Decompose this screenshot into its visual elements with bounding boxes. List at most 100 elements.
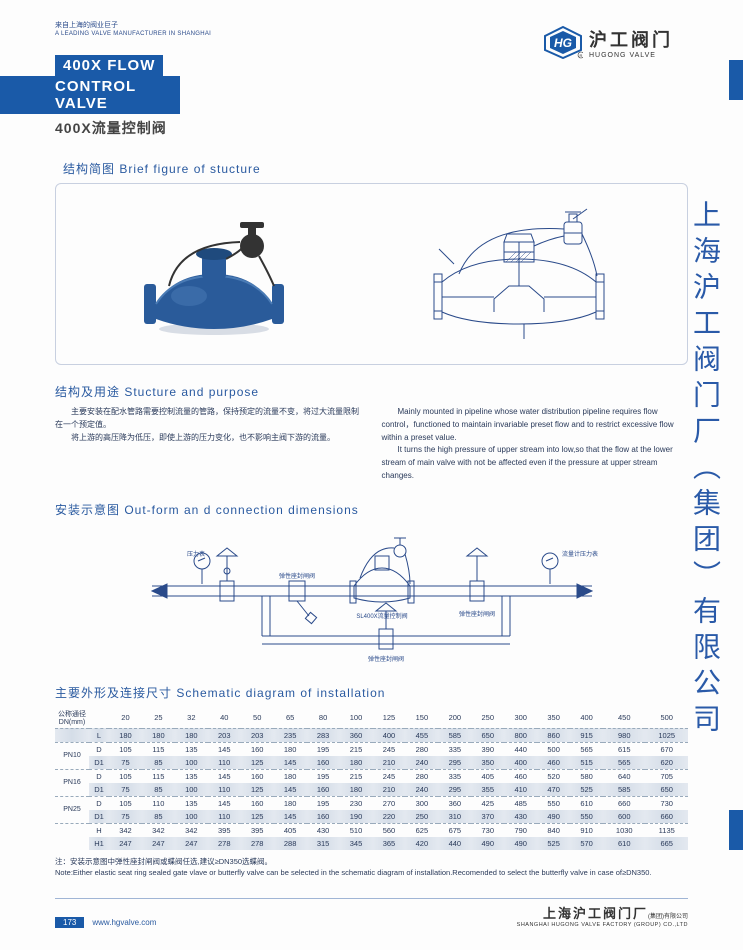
section-outform-title: 安装示意图 Out-form an d connection dimension… xyxy=(55,501,688,518)
section-brief-title: 结构简图 Brief figure of stucture xyxy=(63,160,688,177)
dim-value: 85 xyxy=(142,810,175,824)
dim-value: 460 xyxy=(504,769,537,783)
logo-en-text: HUGONG VALVE xyxy=(589,52,673,59)
dim-value: 840 xyxy=(537,823,570,837)
pn-label: PN25 xyxy=(55,796,89,823)
dim-value: 160 xyxy=(241,742,274,756)
dim-value: 490 xyxy=(504,837,537,850)
dim-value: 800 xyxy=(504,728,537,742)
dim-value: 520 xyxy=(537,769,570,783)
dim-value: 610 xyxy=(603,837,645,850)
dim-value: 135 xyxy=(175,742,208,756)
dim-value: 247 xyxy=(142,837,175,850)
dim-value: 400 xyxy=(373,728,406,742)
dim-value: 460 xyxy=(537,756,570,770)
dim-value: 180 xyxy=(274,796,307,810)
svg-text:弹性座封闸阀: 弹性座封闸阀 xyxy=(278,572,314,580)
subtitle-cn: 来自上海的阀业巨子 xyxy=(55,20,211,30)
footer-company-en: SHANGHAI HUGONG VALVE FACTORY (GROUP) CO… xyxy=(517,922,688,928)
footer-company-cn: 上海沪工阀门厂 xyxy=(543,906,648,921)
dim-value: 215 xyxy=(340,742,373,756)
dim-value: 430 xyxy=(307,823,340,837)
dim-value: 440 xyxy=(438,837,471,850)
title-line1: 400X FLOW xyxy=(55,55,163,76)
dim-value: 180 xyxy=(340,783,373,797)
dim-value: 110 xyxy=(208,810,241,824)
dim-value: 278 xyxy=(208,837,241,850)
dim-value: 85 xyxy=(142,783,175,797)
dim-value: 525 xyxy=(570,783,603,797)
dim-value: 560 xyxy=(373,823,406,837)
dim-value: 75 xyxy=(109,783,142,797)
dim-value: 675 xyxy=(438,823,471,837)
dim-value: 160 xyxy=(241,769,274,783)
dim-value: 195 xyxy=(307,796,340,810)
dim-value: 288 xyxy=(274,837,307,850)
dim-value: 85 xyxy=(142,756,175,770)
dim-value: 585 xyxy=(438,728,471,742)
dim-value: 485 xyxy=(504,796,537,810)
dim-value: 247 xyxy=(175,837,208,850)
dim-key: D xyxy=(89,796,109,810)
dim-value: 100 xyxy=(175,810,208,824)
dim-value: 278 xyxy=(241,837,274,850)
dim-value: 615 xyxy=(603,742,645,756)
dim-value: 310 xyxy=(438,810,471,824)
section-purpose-title: 结构及用途 Stucture and purpose xyxy=(55,383,688,400)
dim-value: 295 xyxy=(438,756,471,770)
dim-value: 180 xyxy=(142,728,175,742)
dim-value: 660 xyxy=(603,796,645,810)
dim-value: 650 xyxy=(645,783,688,797)
subtitle-en: A LEADING VALVE MANUFACTURER IN SHANGHAI xyxy=(55,31,211,37)
dim-value: 565 xyxy=(570,742,603,756)
dim-value: 1135 xyxy=(645,823,688,837)
dim-value: 160 xyxy=(307,810,340,824)
dim-value: 203 xyxy=(241,728,274,742)
dim-value: 210 xyxy=(373,756,406,770)
dim-key: D1 xyxy=(89,756,109,770)
dim-key: D1 xyxy=(89,783,109,797)
dim-value: 550 xyxy=(570,810,603,824)
dim-value: 1030 xyxy=(603,823,645,837)
dim-value: 490 xyxy=(471,837,504,850)
dim-key: D xyxy=(89,769,109,783)
dim-value: 410 xyxy=(504,783,537,797)
dim-value: 160 xyxy=(241,796,274,810)
dim-value: 790 xyxy=(504,823,537,837)
dim-value: 525 xyxy=(537,837,570,850)
dim-value: 515 xyxy=(570,756,603,770)
dim-value: 110 xyxy=(142,796,175,810)
dim-value: 280 xyxy=(405,769,438,783)
dim-value: 470 xyxy=(537,783,570,797)
dim-value: 600 xyxy=(603,810,645,824)
dim-value: 195 xyxy=(307,742,340,756)
dim-value: 180 xyxy=(274,769,307,783)
dim-value: 105 xyxy=(109,742,142,756)
dim-value: 145 xyxy=(208,796,241,810)
dim-value: 145 xyxy=(274,810,307,824)
dim-value: 135 xyxy=(175,769,208,783)
dim-value: 395 xyxy=(241,823,274,837)
dim-value: 490 xyxy=(537,810,570,824)
dim-value: 160 xyxy=(307,756,340,770)
dim-value: 455 xyxy=(405,728,438,742)
dim-value: 620 xyxy=(645,756,688,770)
dim-value: 585 xyxy=(603,783,645,797)
footer-url: www.hgvalve.com xyxy=(92,918,156,927)
page-footer: 173 www.hgvalve.com 上海沪工阀门厂(集团)有限公司 SHAN… xyxy=(55,898,688,928)
dim-value: 235 xyxy=(274,728,307,742)
dim-value: 390 xyxy=(471,742,504,756)
dim-value: 350 xyxy=(471,756,504,770)
dim-value: 245 xyxy=(373,769,406,783)
dim-value: 115 xyxy=(142,769,175,783)
svg-text:弹性座封闸阀: 弹性座封闸阀 xyxy=(367,655,403,663)
dim-value: 110 xyxy=(208,783,241,797)
dim-value: 360 xyxy=(340,728,373,742)
dim-value: 405 xyxy=(471,769,504,783)
purpose-text: 主要安装在配水管路需要控制流量的管路，保持预定的流量不变，将过大流量限制在一个预… xyxy=(55,406,688,483)
logo-icon: HG R xyxy=(543,25,583,59)
dim-value: 335 xyxy=(438,742,471,756)
title-cn: 400X流量控制阀 xyxy=(55,118,688,138)
dim-value: 670 xyxy=(645,742,688,756)
dim-value: 365 xyxy=(373,837,406,850)
